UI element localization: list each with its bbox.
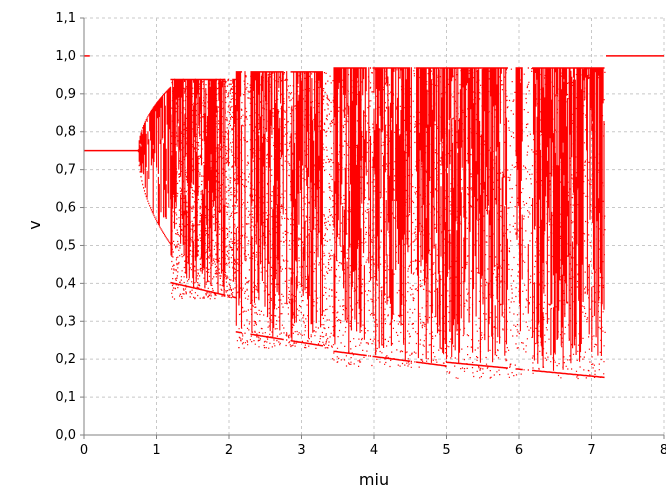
y-tick-label: 0,2 <box>55 352 76 367</box>
x-tick-label: 7 <box>587 443 595 458</box>
y-ticks: 0,0 0,1 0,2 0,3 0,4 0,5 0,6 0,7 0,8 0,9 1,0 1,1 <box>55 11 84 443</box>
y-tick-label: 0,8 <box>55 125 76 140</box>
y-tick-label: 0,6 <box>55 201 76 216</box>
y-tick-label: 0,5 <box>55 238 76 253</box>
y-tick-label: 0,0 <box>55 428 76 443</box>
x-tick-label: 5 <box>442 443 450 458</box>
x-ticks: 0 1 2 3 4 5 6 7 8 <box>80 435 666 458</box>
y-tick-label: 1,1 <box>55 11 76 26</box>
y-tick-label: 0,3 <box>55 314 76 329</box>
x-tick-label: 1 <box>152 443 160 458</box>
chaotic-band-strokes <box>137 67 605 379</box>
x-tick-label: 3 <box>297 443 305 458</box>
x-tick-label: 4 <box>370 443 378 458</box>
y-tick-label: 0,4 <box>55 276 76 291</box>
x-tick-label: 6 <box>515 443 523 458</box>
y-axis-title: v <box>25 220 44 229</box>
x-tick-label: 0 <box>80 443 88 458</box>
y-tick-label: 1,0 <box>55 49 76 64</box>
x-tick-label: 2 <box>225 443 233 458</box>
y-tick-label: 0,1 <box>55 390 76 405</box>
x-axis-title: miu <box>359 470 389 489</box>
x-tick-label: 8 <box>660 443 666 458</box>
y-tick-label: 0,9 <box>55 87 76 102</box>
data-layer <box>84 55 664 380</box>
y-tick-label: 0,7 <box>55 163 76 178</box>
